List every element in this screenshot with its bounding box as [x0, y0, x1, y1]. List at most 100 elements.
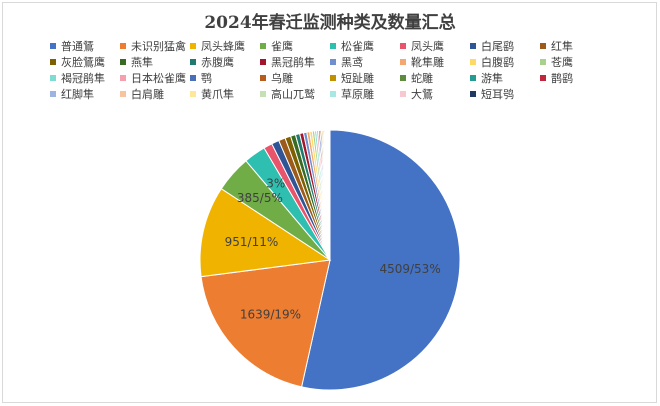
legend-label: 高山兀鹫	[271, 88, 315, 101]
slice-data-label: 1639/19%	[240, 307, 301, 321]
legend-swatch	[260, 75, 266, 81]
legend-label: 红隼	[551, 40, 573, 53]
legend-label: 燕隼	[131, 56, 153, 69]
legend-label: 雀鹰	[271, 40, 293, 53]
legend-item: 草原雕	[330, 86, 400, 102]
pie-slice	[300, 129, 461, 391]
legend-item: 日本松雀鹰	[120, 70, 190, 86]
legend-item: 灰脸鵟鹰	[50, 54, 120, 70]
legend-swatch	[400, 43, 406, 49]
legend-label: 白腹鹞	[481, 56, 514, 69]
legend-item: 未识别猛禽	[120, 38, 190, 54]
slice-data-label: 3%	[266, 177, 285, 191]
legend-label: 鹊鹞	[551, 72, 573, 85]
legend-label: 白肩雕	[131, 88, 164, 101]
legend-swatch	[540, 59, 546, 65]
legend-label: 灰脸鵟鹰	[61, 56, 105, 69]
legend-swatch	[330, 43, 336, 49]
legend-item: 白尾鹞	[470, 38, 540, 54]
legend-label: 草原雕	[341, 88, 374, 101]
legend-label: 凤头鹰	[411, 40, 444, 53]
legend-swatch	[190, 75, 196, 81]
legend-item: 黑冠鹃隼	[260, 54, 330, 70]
legend-item: 乌雕	[260, 70, 330, 86]
legend-item: 蛇雕	[400, 70, 470, 86]
legend-label: 红脚隼	[61, 88, 94, 101]
legend-label: 未识别猛禽	[131, 40, 186, 53]
legend-swatch	[50, 43, 56, 49]
legend-item: 苍鹰	[540, 54, 610, 70]
legend-swatch	[330, 91, 336, 97]
legend-label: 大鵟	[411, 88, 433, 101]
legend-item: 黄爪隼	[190, 86, 260, 102]
legend-item: 燕隼	[120, 54, 190, 70]
legend-item: 鹗	[190, 70, 260, 86]
legend-item: 大鵟	[400, 86, 470, 102]
legend-swatch	[120, 75, 126, 81]
legend-label: 蛇雕	[411, 72, 433, 85]
legend-swatch	[540, 75, 546, 81]
legend-item: 普通鵟	[50, 38, 120, 54]
legend-label: 靴隼雕	[411, 56, 444, 69]
legend-item: 短耳鸮	[470, 86, 540, 102]
chart-legend: 普通鵟 未识别猛禽 凤头蜂鹰 雀鹰 松雀鹰 凤头鹰 白尾鹞 红隼灰脸鵟鹰 燕隼 赤腹鹰 黑冠鹃隼 黑鸢…	[50, 38, 610, 102]
legend-item: 黑鸢	[330, 54, 400, 70]
legend-swatch	[470, 43, 476, 49]
legend-label: 赤腹鹰	[201, 56, 234, 69]
legend-label: 普通鵟	[61, 40, 94, 53]
legend-swatch	[190, 91, 196, 97]
legend-item: 凤头蜂鹰	[190, 38, 260, 54]
legend-label: 白尾鹞	[481, 40, 514, 53]
legend-swatch	[470, 75, 476, 81]
legend-item: 游隼	[470, 70, 540, 86]
legend-item: 红脚隼	[50, 86, 120, 102]
legend-swatch	[190, 43, 196, 49]
legend-swatch	[540, 43, 546, 49]
legend-label: 乌雕	[271, 72, 293, 85]
legend-swatch	[260, 59, 266, 65]
legend-item: 白腹鹞	[470, 54, 540, 70]
legend-swatch	[470, 91, 476, 97]
legend-label: 黄爪隼	[201, 88, 234, 101]
legend-label: 黑冠鹃隼	[271, 56, 315, 69]
slice-data-label: 951/11%	[225, 235, 279, 249]
legend-label: 黑鸢	[341, 56, 363, 69]
pie-slice	[200, 259, 331, 388]
legend-item: 褐冠鹃隼	[50, 70, 120, 86]
legend-item: 赤腹鹰	[190, 54, 260, 70]
slice-data-label: 385/5%	[237, 191, 283, 205]
legend-swatch	[400, 91, 406, 97]
legend-item: 白肩雕	[120, 86, 190, 102]
legend-swatch	[260, 91, 266, 97]
legend-item: 松雀鹰	[330, 38, 400, 54]
legend-swatch	[400, 75, 406, 81]
legend-swatch	[50, 91, 56, 97]
legend-item: 鹊鹞	[540, 70, 610, 86]
legend-swatch	[120, 43, 126, 49]
chart-title: 2024年春迁监测种类及数量汇总	[204, 13, 456, 33]
legend-label: 凤头蜂鹰	[201, 40, 245, 53]
legend-swatch	[120, 59, 126, 65]
legend-item: 靴隼雕	[400, 54, 470, 70]
legend-label: 日本松雀鹰	[131, 72, 186, 85]
legend-swatch	[50, 75, 56, 81]
legend-item: 短趾雕	[330, 70, 400, 86]
legend-label: 游隼	[481, 72, 503, 85]
legend-label: 褐冠鹃隼	[61, 72, 105, 85]
legend-swatch	[260, 43, 266, 49]
legend-swatch	[470, 59, 476, 65]
legend-swatch	[120, 91, 126, 97]
legend-label: 短趾雕	[341, 72, 374, 85]
legend-swatch	[330, 59, 336, 65]
legend-label: 短耳鸮	[481, 88, 514, 101]
legend-swatch	[330, 75, 336, 81]
legend-swatch	[190, 59, 196, 65]
slice-data-label: 4509/53%	[379, 262, 440, 276]
legend-item: 高山兀鹫	[260, 86, 330, 102]
legend-item: 雀鹰	[260, 38, 330, 54]
legend-item: 红隼	[540, 38, 610, 54]
legend-label: 苍鹰	[551, 56, 573, 69]
pie-slice	[199, 187, 332, 278]
legend-label: 松雀鹰	[341, 40, 374, 53]
